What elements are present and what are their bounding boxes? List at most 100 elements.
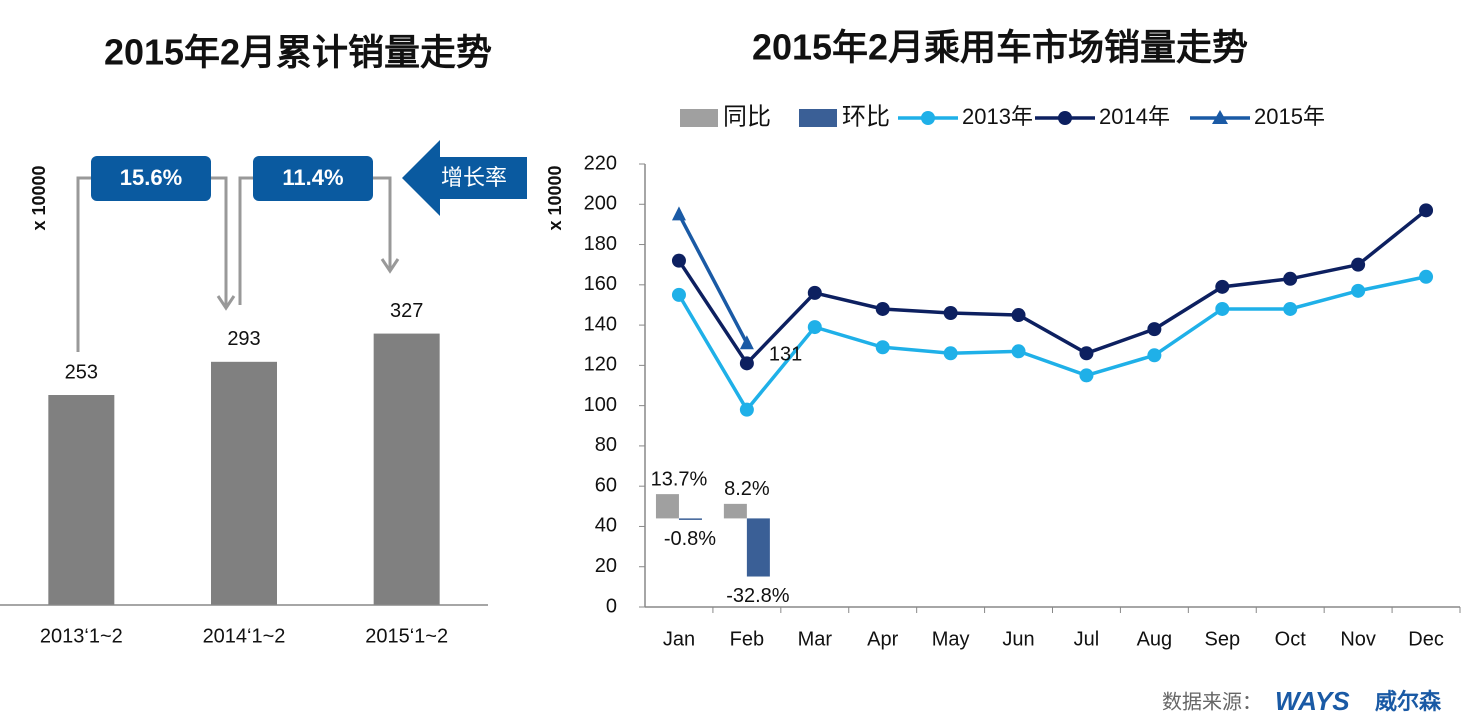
brand: 威尔森 (1375, 689, 1442, 714)
value-label: 327 (390, 300, 423, 322)
y-tick-label: 100 (584, 394, 617, 416)
value-label: 253 (65, 361, 98, 383)
x-tick-label: Apr (867, 628, 898, 650)
marker (1419, 203, 1434, 218)
marker (1215, 279, 1230, 294)
marker (943, 306, 958, 321)
value-label: 8.2% (724, 478, 770, 500)
marker (739, 402, 754, 417)
bar (678, 518, 702, 520)
bar (373, 333, 440, 605)
marker (739, 335, 754, 350)
connector (76, 176, 92, 352)
left-ylabel: x 10000 (29, 165, 49, 230)
right-title: 2015年2月乘用车市场销量走势 (752, 27, 1248, 68)
marker (807, 285, 822, 300)
value-label: 131 (769, 343, 802, 365)
x-tick-label: Mar (798, 628, 833, 650)
y-tick-label: 160 (584, 273, 617, 295)
x-tick-label: Oct (1275, 628, 1307, 650)
legend-marker (1212, 110, 1228, 124)
connector (372, 176, 392, 268)
marker (1079, 368, 1094, 383)
marker (875, 340, 890, 355)
x-tick-label: Jan (663, 628, 695, 650)
line (677, 213, 749, 345)
y-tick-label: 200 (584, 193, 617, 215)
legend-label: 2013年 (962, 104, 1033, 129)
value-label: 13.7% (651, 468, 708, 490)
x-tick-label: Sep (1204, 628, 1240, 650)
marker (1283, 271, 1298, 286)
bar (48, 395, 115, 605)
marker (671, 287, 686, 302)
marker (943, 346, 958, 361)
arrow-head (380, 258, 400, 274)
marker (671, 206, 686, 221)
x-tick-label: May (932, 628, 970, 650)
y-tick-label: 20 (595, 555, 617, 577)
x-tick-label: 2013‘1~2 (40, 625, 123, 647)
growth-arrow (402, 140, 527, 216)
x-tick-label: 2015‘1~2 (365, 625, 448, 647)
line (677, 275, 1427, 413)
marker (1283, 301, 1298, 316)
y-tick-label: 220 (584, 152, 617, 174)
logo: WAYS (1275, 686, 1350, 716)
growth-box (91, 156, 211, 201)
legend-marker (1058, 111, 1072, 125)
x-tick-label: Jun (1002, 628, 1034, 650)
marker (671, 253, 686, 268)
x-tick-label: 2014‘1~2 (203, 625, 286, 647)
arrow-head (216, 295, 236, 311)
growth-label: 15.6% (120, 165, 182, 190)
y-tick-label: 80 (595, 434, 617, 456)
y-tick-label: 180 (584, 233, 617, 255)
marker (807, 320, 822, 335)
x-tick-label: Dec (1408, 628, 1444, 650)
legend-swatch (680, 109, 718, 127)
value-label: -32.8% (726, 585, 790, 607)
bar (746, 518, 770, 577)
value-label: 293 (227, 328, 260, 350)
legend-swatch (799, 109, 837, 127)
bar (211, 361, 277, 605)
marker (1419, 269, 1434, 284)
growth-arrow-label: 增长率 (441, 165, 507, 190)
y-tick-label: 60 (595, 474, 617, 496)
x-tick-label: Jul (1074, 628, 1100, 650)
legend-label: 2015年 (1254, 104, 1325, 129)
marker (1147, 322, 1162, 337)
marker (875, 301, 890, 316)
marker (739, 356, 754, 371)
x-tick-label: Nov (1340, 628, 1376, 650)
growth-label: 11.4% (282, 165, 343, 190)
legend-label: 环比 (842, 103, 890, 130)
x-tick-label: Feb (730, 628, 764, 650)
y-tick-label: 0 (606, 595, 617, 617)
bar (723, 503, 747, 519)
y-tick-label: 140 (584, 313, 617, 335)
x-tick-label: Aug (1137, 628, 1173, 650)
growth-box (253, 156, 373, 201)
y-tick-label: 120 (584, 354, 617, 376)
marker (1351, 257, 1366, 272)
source: 数据来源： (1162, 690, 1262, 713)
line (677, 208, 1428, 367)
value-label: -0.8% (664, 528, 716, 550)
legend-label: 同比 (723, 103, 771, 130)
legend-marker (921, 111, 935, 125)
marker (1011, 344, 1026, 359)
marker (1351, 283, 1366, 298)
left-title: 2015年2月累计销量走势 (104, 32, 492, 73)
y-tick-label: 40 (595, 515, 617, 537)
connector (238, 176, 254, 305)
connector (210, 176, 228, 305)
marker (1011, 308, 1026, 323)
marker (1079, 346, 1094, 361)
growth-arrows (76, 176, 400, 352)
right-ylabel: x 10000 (545, 165, 565, 230)
bar (655, 494, 679, 519)
marker (1147, 348, 1162, 363)
